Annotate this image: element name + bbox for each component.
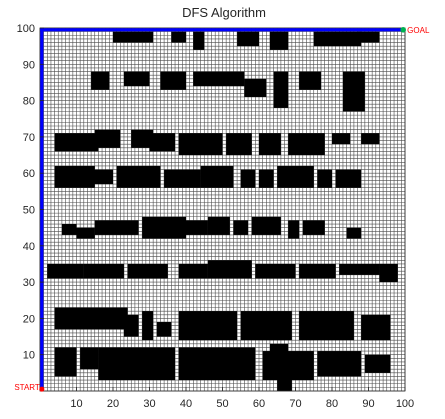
y-tick-label: 60 [23,168,35,180]
goal-label: GOAL [407,26,430,35]
obstacle-block [269,31,289,50]
x-tick-label: 100 [396,398,414,410]
y-tick-label: 20 [23,313,35,325]
obstacle-block [364,354,391,373]
x-tick-label: 90 [362,398,374,410]
obstacle-block [379,263,398,283]
plot-area [39,27,406,392]
y-tick-label: 80 [23,96,35,108]
obstacle-block [288,220,300,239]
start-marker [39,386,45,392]
markers: START GOAL [14,26,430,392]
obstacle-block [332,133,351,145]
goal-marker [400,27,406,33]
obstacle-block [193,31,205,50]
grid-lines [39,27,406,392]
obstacle-block [94,129,121,148]
obstacle-block [91,71,110,90]
chart-title: DFS Algorithm [182,5,266,20]
obstacle-block [339,263,380,275]
y-tick-label: 30 [23,277,35,289]
obstacle-block [76,227,95,239]
x-tick-label: 60 [253,398,265,410]
obstacle-block [113,31,154,43]
obstacle-block [160,71,186,90]
obstacle-block [361,133,380,145]
y-tick-label: 90 [23,59,35,71]
obstacle-block [98,347,176,381]
obstacle-block [335,169,362,188]
start-label: START [14,383,40,392]
obstacle-block [269,343,289,355]
y-axis: 10 20 30 40 50 60 70 80 90 100 [17,23,44,362]
obstacle-block [149,133,176,152]
y-tick-label: 10 [23,350,35,362]
y-tick-label: 50 [23,205,35,217]
x-tick-label: 80 [326,398,338,410]
path-vertex [40,28,44,32]
x-tick-label: 40 [180,398,192,410]
x-tick-label: 30 [143,398,155,410]
x-axis: 10 20 30 40 50 60 70 80 90 100 [70,387,414,410]
x-tick-label: 50 [216,398,228,410]
y-tick-label: 100 [17,23,35,35]
obstacle-block [178,347,256,381]
x-tick-label: 10 [70,398,82,410]
y-tick-label: 70 [23,132,35,144]
x-tick-label: 20 [107,398,119,410]
y-tick-label: 40 [23,241,35,253]
x-tick-label: 70 [289,398,301,410]
